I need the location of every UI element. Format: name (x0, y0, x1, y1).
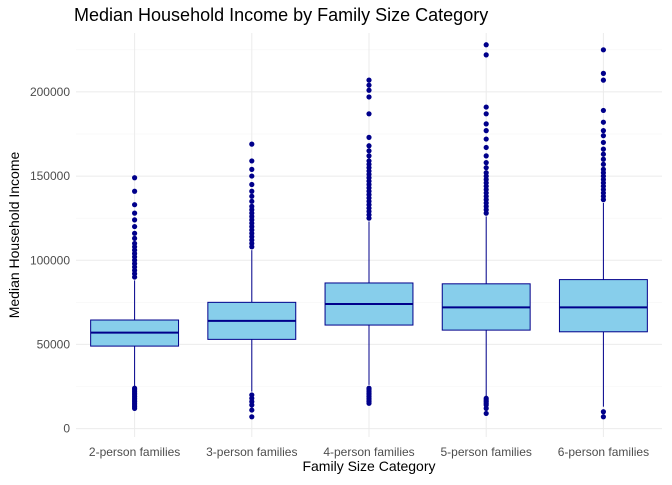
outlier-point (132, 175, 138, 181)
outlier-point (366, 87, 372, 93)
outlier-point (483, 160, 489, 166)
outlier-point (132, 217, 138, 223)
outlier-point (483, 165, 489, 171)
outlier-point (132, 235, 138, 241)
outlier-point (249, 181, 255, 188)
outlier-point (600, 139, 607, 146)
outlier-point (483, 170, 489, 176)
outlier-point (600, 409, 607, 415)
outlier-point (249, 198, 255, 204)
outlier-point (600, 133, 607, 139)
outlier-point (249, 166, 255, 172)
outlier-point (600, 161, 607, 167)
outlier-point (132, 202, 138, 208)
outlier-point (366, 82, 372, 88)
outlier-point (249, 392, 255, 398)
box-group (441, 42, 531, 417)
outlier-point (600, 166, 607, 172)
outlier-point (366, 153, 372, 159)
outlier-point (366, 94, 372, 100)
outlier-point (483, 104, 489, 110)
x-tick-label: 4-person families (323, 445, 414, 459)
outlier-point (600, 77, 607, 83)
outlier-point (132, 240, 138, 247)
outlier-point (600, 156, 607, 162)
outlier-point (132, 223, 138, 230)
box-group (207, 141, 297, 420)
outlier-point (132, 188, 138, 194)
outlier-point (249, 407, 255, 413)
outlier-point (249, 158, 255, 164)
x-tick-label: 3-person families (206, 445, 297, 459)
outlier-point (132, 210, 138, 216)
outlier-point (600, 119, 607, 125)
outlier-point (366, 385, 372, 391)
outlier-point (366, 77, 372, 83)
axes: 0 50000 100000 150000 200000 2-person familie… (6, 85, 649, 474)
outlier-point (249, 173, 255, 179)
x-tick-label: 2-person families (89, 445, 180, 459)
outlier-point (483, 136, 489, 142)
outlier-point (366, 134, 372, 140)
outlier-point (366, 143, 372, 149)
box-group (90, 175, 180, 411)
outlier-point (600, 146, 607, 152)
outlier-point (249, 141, 255, 147)
outlier-point (366, 158, 372, 164)
x-axis-title: Family Size Category (302, 458, 435, 474)
outlier-point (600, 414, 607, 420)
box-group (324, 77, 414, 406)
outlier-point (600, 70, 607, 76)
outlier-point (132, 385, 138, 391)
y-tick-label: 200000 (30, 85, 70, 99)
outlier-point (483, 111, 489, 117)
outlier-point (483, 395, 489, 401)
outlier-point (483, 128, 489, 134)
outlier-point (483, 121, 489, 127)
y-tick-label: 0 (63, 422, 70, 436)
y-tick-label: 100000 (30, 253, 70, 267)
x-tick-label: 6-person families (558, 445, 649, 459)
x-tick-label: 5-person families (441, 445, 532, 459)
outlier-point (483, 153, 489, 159)
y-tick-label: 150000 (30, 169, 70, 183)
box-group (558, 47, 648, 420)
outlier-point (600, 107, 607, 114)
outlier-point (600, 151, 607, 157)
outlier-point (366, 111, 372, 117)
outlier-point (366, 148, 372, 154)
outlier-point (483, 52, 489, 58)
outlier-point (249, 414, 255, 420)
boxes (90, 42, 648, 420)
box (558, 279, 648, 333)
y-axis-title: Median Household Income (6, 152, 22, 319)
outlier-point (600, 47, 607, 53)
outlier-point (483, 144, 489, 151)
outlier-point (600, 128, 607, 134)
outlier-point (249, 193, 255, 199)
outlier-point (132, 230, 138, 236)
chart-title: Median Household Income by Family Size C… (74, 5, 489, 25)
outlier-point (483, 410, 489, 417)
outlier-point (483, 42, 489, 48)
outlier-point (249, 203, 255, 209)
outlier-point (249, 188, 255, 194)
y-tick-label: 50000 (37, 337, 71, 351)
